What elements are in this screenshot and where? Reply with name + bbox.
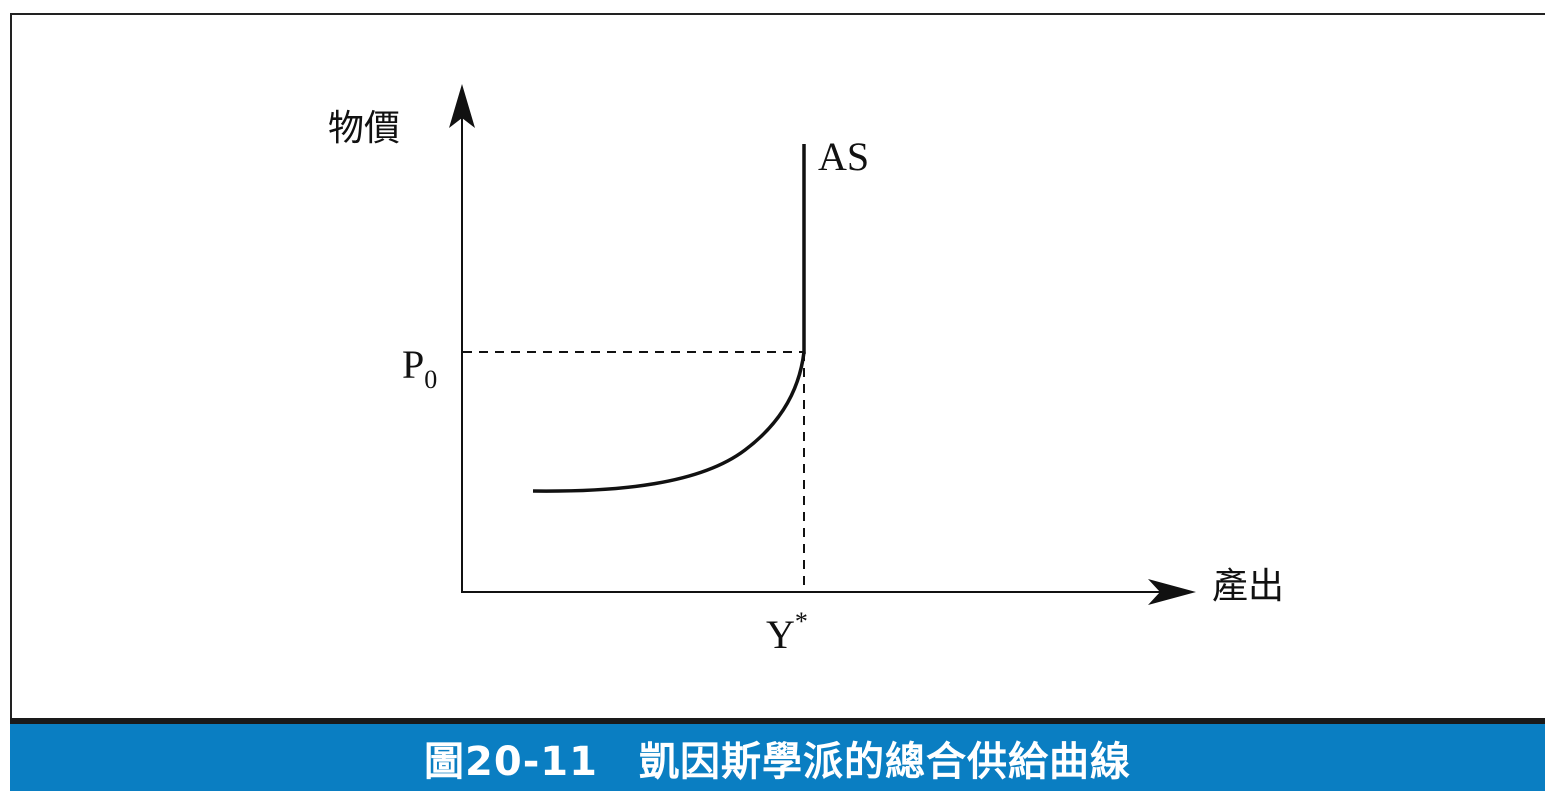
- figure-caption-bar: 圖20-11 凱因斯學派的總合供給曲線: [10, 718, 1545, 791]
- p0-label: P0: [402, 342, 437, 394]
- as-curve-flat-segment: [532, 351, 806, 493]
- p0-label-sub: 0: [424, 365, 437, 394]
- ystar-label-main: Y: [766, 612, 795, 657]
- y-axis-label: 物價: [328, 108, 400, 149]
- ystar-label: Y*: [766, 607, 808, 657]
- p0-label-main: P: [402, 342, 424, 387]
- x-axis-label: 產出: [1212, 566, 1284, 607]
- y-axis-arrowhead: [449, 84, 475, 128]
- as-curve-label: AS: [818, 134, 869, 179]
- figure-caption-text: 圖20-11 凱因斯學派的總合供給曲線: [424, 738, 1131, 785]
- x-axis-arrowhead: [1148, 579, 1196, 605]
- ystar-label-sup: *: [795, 607, 808, 636]
